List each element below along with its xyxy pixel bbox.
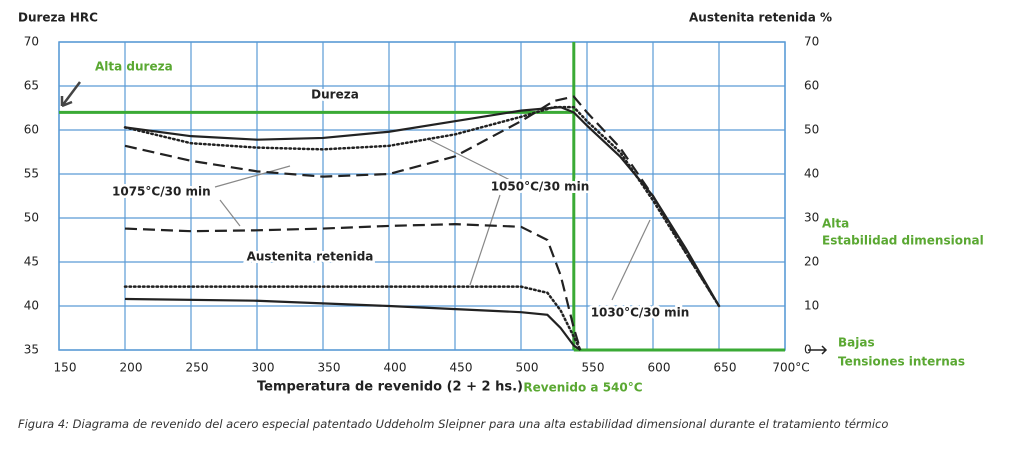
annotation: 1050°C/30 min: [491, 180, 590, 194]
pointer: [611, 219, 651, 301]
arrow: [808, 345, 828, 355]
series-line: [123, 285, 582, 352]
pointer: [429, 139, 511, 181]
pointer: [214, 165, 291, 188]
x-tick-label: 350: [318, 361, 341, 375]
annotation: 1075°C/30 min: [112, 185, 211, 199]
y2-tick-label: 70: [804, 35, 819, 49]
annotation: Dureza: [311, 88, 359, 102]
annotation: Revenido a 540°C: [523, 381, 642, 395]
pointers: [60, 81, 828, 355]
x-tick-label: 500: [516, 361, 539, 375]
y2-tick-label: 20: [804, 255, 819, 269]
x-tick-label: 600: [648, 361, 671, 375]
y-tick-label: 45: [24, 255, 39, 269]
series-line: [124, 95, 720, 307]
y-tick-label: 55: [24, 167, 39, 181]
y-tick-label: 60: [24, 123, 39, 137]
grid: [58, 41, 786, 351]
annotation: Bajas: [838, 336, 875, 350]
y2-tick-label: 10: [804, 299, 819, 313]
x-tick-label: 250: [186, 361, 209, 375]
x-axis-title: Temperatura de revenido (2 + 2 hs.): [257, 380, 523, 395]
arrow: [60, 81, 81, 108]
series-line: [123, 105, 721, 308]
x-tick-label: 700°C: [772, 361, 809, 375]
x-tick-label: 400: [384, 361, 407, 375]
y-tick-label: 65: [24, 79, 39, 93]
annotation: Estabilidad dimensional: [822, 234, 984, 248]
annotation: Alta: [822, 217, 849, 231]
x-tick-label: 200: [120, 361, 143, 375]
pointer: [469, 194, 501, 286]
x-tick-label: 450: [450, 361, 473, 375]
y2-tick-label: 0: [804, 343, 812, 357]
y-tick-label: 40: [24, 299, 39, 313]
x-tick-label: 150: [54, 361, 77, 375]
series-line: [124, 223, 582, 351]
annotation: Austenita retenida: [247, 250, 374, 264]
y-tick-label: 35: [24, 343, 39, 357]
x-tick-label: 550: [582, 361, 605, 375]
annotation: Tensiones internas: [838, 355, 965, 369]
annotation: Alta dureza: [95, 60, 173, 74]
y-axis-title: Dureza HRC: [18, 11, 98, 25]
chart: Dureza HRC Austenita retenida % Temperat…: [18, 11, 984, 395]
y2-tick-label: 60: [804, 79, 819, 93]
y2-tick-label: 50: [804, 123, 819, 137]
annotation: 1030°C/30 min: [591, 306, 690, 320]
y-tick-label: 70: [24, 35, 39, 49]
y2-tick-label: 40: [804, 167, 819, 181]
caption: Figura 4: Diagrama de revenido del acero…: [18, 417, 889, 431]
y2-axis-title: Austenita retenida %: [689, 11, 832, 25]
y-tick-label: 50: [24, 211, 39, 225]
series-line: [124, 106, 720, 307]
y2-tick-label: 30: [804, 211, 819, 225]
x-tick-label: 300: [252, 361, 275, 375]
pointer: [219, 199, 241, 227]
x-tick-label: 650: [714, 361, 737, 375]
series-line: [124, 297, 582, 351]
